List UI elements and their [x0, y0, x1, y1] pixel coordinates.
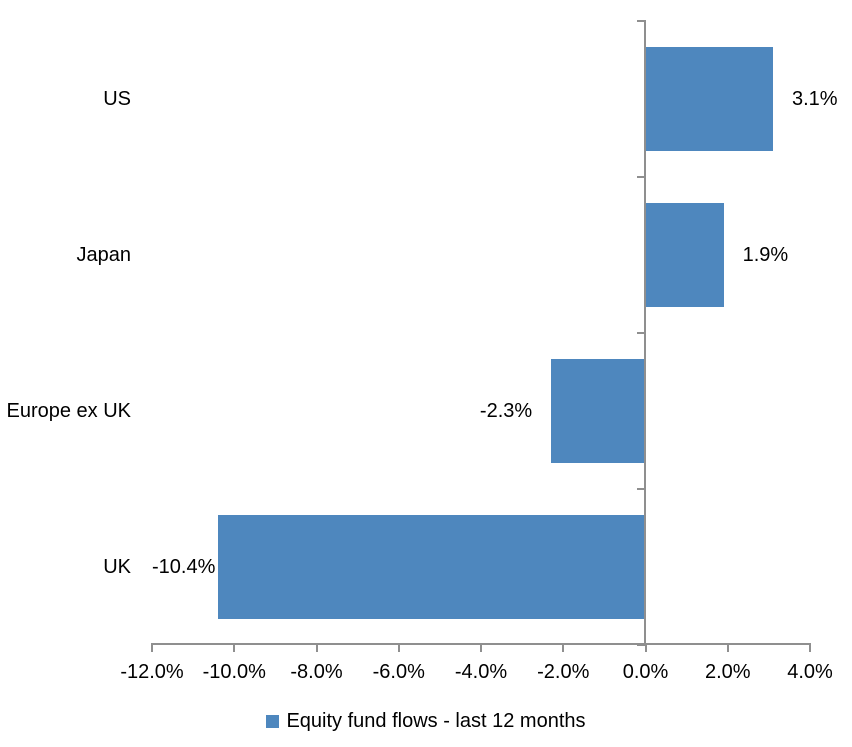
x-axis-tick: [726, 643, 729, 652]
x-axis-tick-label: -10.0%: [202, 661, 266, 683]
data-label-europe-ex-uk: -2.3%: [479, 400, 533, 422]
x-axis-tick: [233, 643, 236, 652]
category-label-us: US: [103, 88, 131, 110]
x-axis-tick-label: -2.0%: [537, 661, 590, 683]
x-axis-tick: [480, 643, 482, 652]
category-label-japan: Japan: [76, 244, 132, 266]
data-label-us: 3.1%: [791, 88, 838, 110]
x-axis-tick-label: 2.0%: [704, 661, 751, 683]
data-label-uk: -10.4%: [152, 556, 216, 578]
category-label-europe-ex-uk: Europe ex UK: [6, 400, 131, 422]
y-axis-tick: [636, 332, 646, 334]
y-axis-tick: [636, 20, 646, 22]
legend: Equity fund flows - last 12 months: [0, 708, 852, 734]
x-axis-tick: [562, 643, 565, 652]
bar-uk: [217, 515, 646, 619]
bar-europe-ex-uk: [550, 359, 646, 463]
x-axis-tick-label: -4.0%: [454, 661, 508, 683]
x-axis-tick: [809, 643, 811, 652]
x-axis-tick: [397, 643, 400, 652]
category-axis-line: [152, 643, 810, 645]
x-axis-tick-label: -12.0%: [120, 661, 184, 683]
y-axis-tick: [636, 644, 646, 646]
x-axis-tick: [644, 643, 647, 652]
bar-japan: [645, 203, 724, 307]
x-axis-tick-label: -6.0%: [372, 661, 425, 683]
x-axis-tick-label: -8.0%: [290, 661, 343, 683]
legend-label: Equity fund flows - last 12 months: [286, 710, 586, 732]
x-axis-tick: [315, 643, 318, 652]
value-axis-line: [643, 21, 646, 645]
y-axis-tick: [636, 488, 646, 490]
x-axis-tick: [151, 643, 153, 652]
legend-swatch-icon: [266, 714, 280, 728]
category-label-uk: UK: [103, 556, 131, 578]
x-axis-tick-label: 4.0%: [787, 661, 833, 683]
y-axis-tick: [636, 176, 646, 178]
x-axis-tick-label: 0.0%: [622, 661, 669, 683]
bar-us: [645, 47, 773, 151]
data-label-japan: 1.9%: [742, 244, 789, 266]
